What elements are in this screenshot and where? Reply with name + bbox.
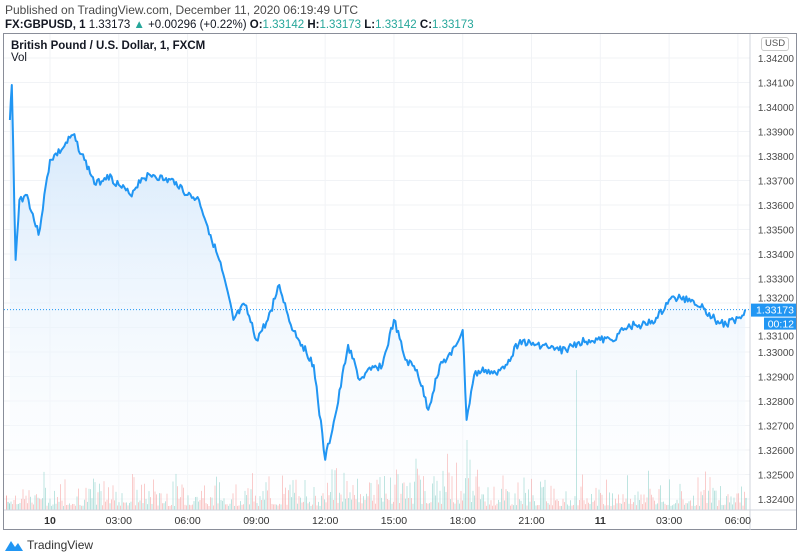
y-tick-label: 1.33100 <box>758 332 795 343</box>
legend-title: British Pound / U.S. Dollar, 1, FXCM <box>11 40 206 52</box>
symbol-bar: FX:GBPUSD, 1 1.33173 ▲ +0.00296 (+0.22%)… <box>5 19 474 31</box>
triangle-up-icon: ▲ <box>133 19 145 31</box>
y-tick-label: 1.32600 <box>758 446 795 457</box>
volume-bar <box>6 495 7 510</box>
y-tick-label: 1.33500 <box>758 226 795 237</box>
y-tick-label: 1.33600 <box>758 201 795 212</box>
y-tick-label: 1.34000 <box>758 103 795 114</box>
x-tick-label: 21:00 <box>518 515 544 527</box>
open-label: O: <box>249 19 263 31</box>
symbol: FX:GBPUSD, 1 <box>5 19 86 31</box>
x-tick-label: 12:00 <box>312 515 338 527</box>
volume-bar <box>7 501 9 510</box>
y-tick-label: 1.33900 <box>758 128 795 139</box>
countdown-badge <box>764 317 796 330</box>
y-tick-label: 1.32400 <box>758 495 795 506</box>
close-label: C: <box>419 19 433 31</box>
high-label: H: <box>307 19 320 31</box>
x-tick-label: 15:00 <box>381 515 407 527</box>
legend-vol: Vol <box>11 52 27 64</box>
y-tick-label: 1.33400 <box>758 250 795 261</box>
low-value: 1.33142 <box>375 19 417 31</box>
open-value: 1.33142 <box>262 19 305 31</box>
y-tick-label: 1.34200 <box>758 54 795 65</box>
x-tick-label: 10 <box>44 515 56 527</box>
x-tick-label: 06:00 <box>174 515 200 527</box>
y-tick-label: 1.33000 <box>758 348 795 359</box>
last-price-badge <box>751 303 796 317</box>
y-tick-label: 1.32800 <box>758 397 795 408</box>
volume-bar <box>745 497 747 510</box>
y-tick-label: 1.33300 <box>758 275 795 286</box>
x-tick-label: 18:00 <box>450 515 476 527</box>
low-label: L: <box>364 19 376 31</box>
chart-legend: British Pound / U.S. Dollar, 1, FXCM Vol <box>11 40 205 64</box>
chart-frame <box>3 33 797 530</box>
x-tick-label: 03:00 <box>106 515 132 527</box>
volume-bar <box>9 503 10 510</box>
last-price-label: 1.33173 <box>756 305 794 317</box>
y-tick-label: 1.33700 <box>758 177 795 188</box>
footer-brand: TradingView <box>27 538 94 552</box>
published-note: Published on TradingView.com, December 1… <box>5 3 359 17</box>
x-tick-label: 09:00 <box>243 515 269 527</box>
y-tick-label: 1.34100 <box>758 79 795 90</box>
y-tick-label: 1.33800 <box>758 152 795 163</box>
x-tick-label: 06:00 <box>725 515 751 527</box>
x-tick-label: 11 <box>595 515 606 527</box>
price-line <box>8 84 747 461</box>
last-price: 1.33173 <box>88 19 131 31</box>
x-tick-label: 03:00 <box>656 515 682 527</box>
tradingview-logo-icon <box>5 541 23 551</box>
change: +0.00296 (+0.22%) <box>148 19 247 31</box>
price-area <box>9 85 746 510</box>
y-tick-label: 1.32700 <box>758 422 795 433</box>
currency-button[interactable]: USD <box>761 37 790 51</box>
y-tick-label: 1.32500 <box>758 471 795 482</box>
y-tick-label: 1.32900 <box>758 373 795 384</box>
high-value: 1.33173 <box>319 19 362 31</box>
y-tick-label: 1.33200 <box>758 294 795 305</box>
countdown-label: 00:12 <box>768 319 794 331</box>
close-value: 1.33173 <box>432 19 474 31</box>
footer: TradingView <box>4 538 93 552</box>
